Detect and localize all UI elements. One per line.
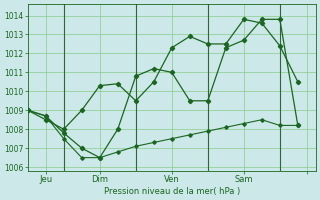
- X-axis label: Pression niveau de la mer( hPa ): Pression niveau de la mer( hPa ): [104, 187, 240, 196]
